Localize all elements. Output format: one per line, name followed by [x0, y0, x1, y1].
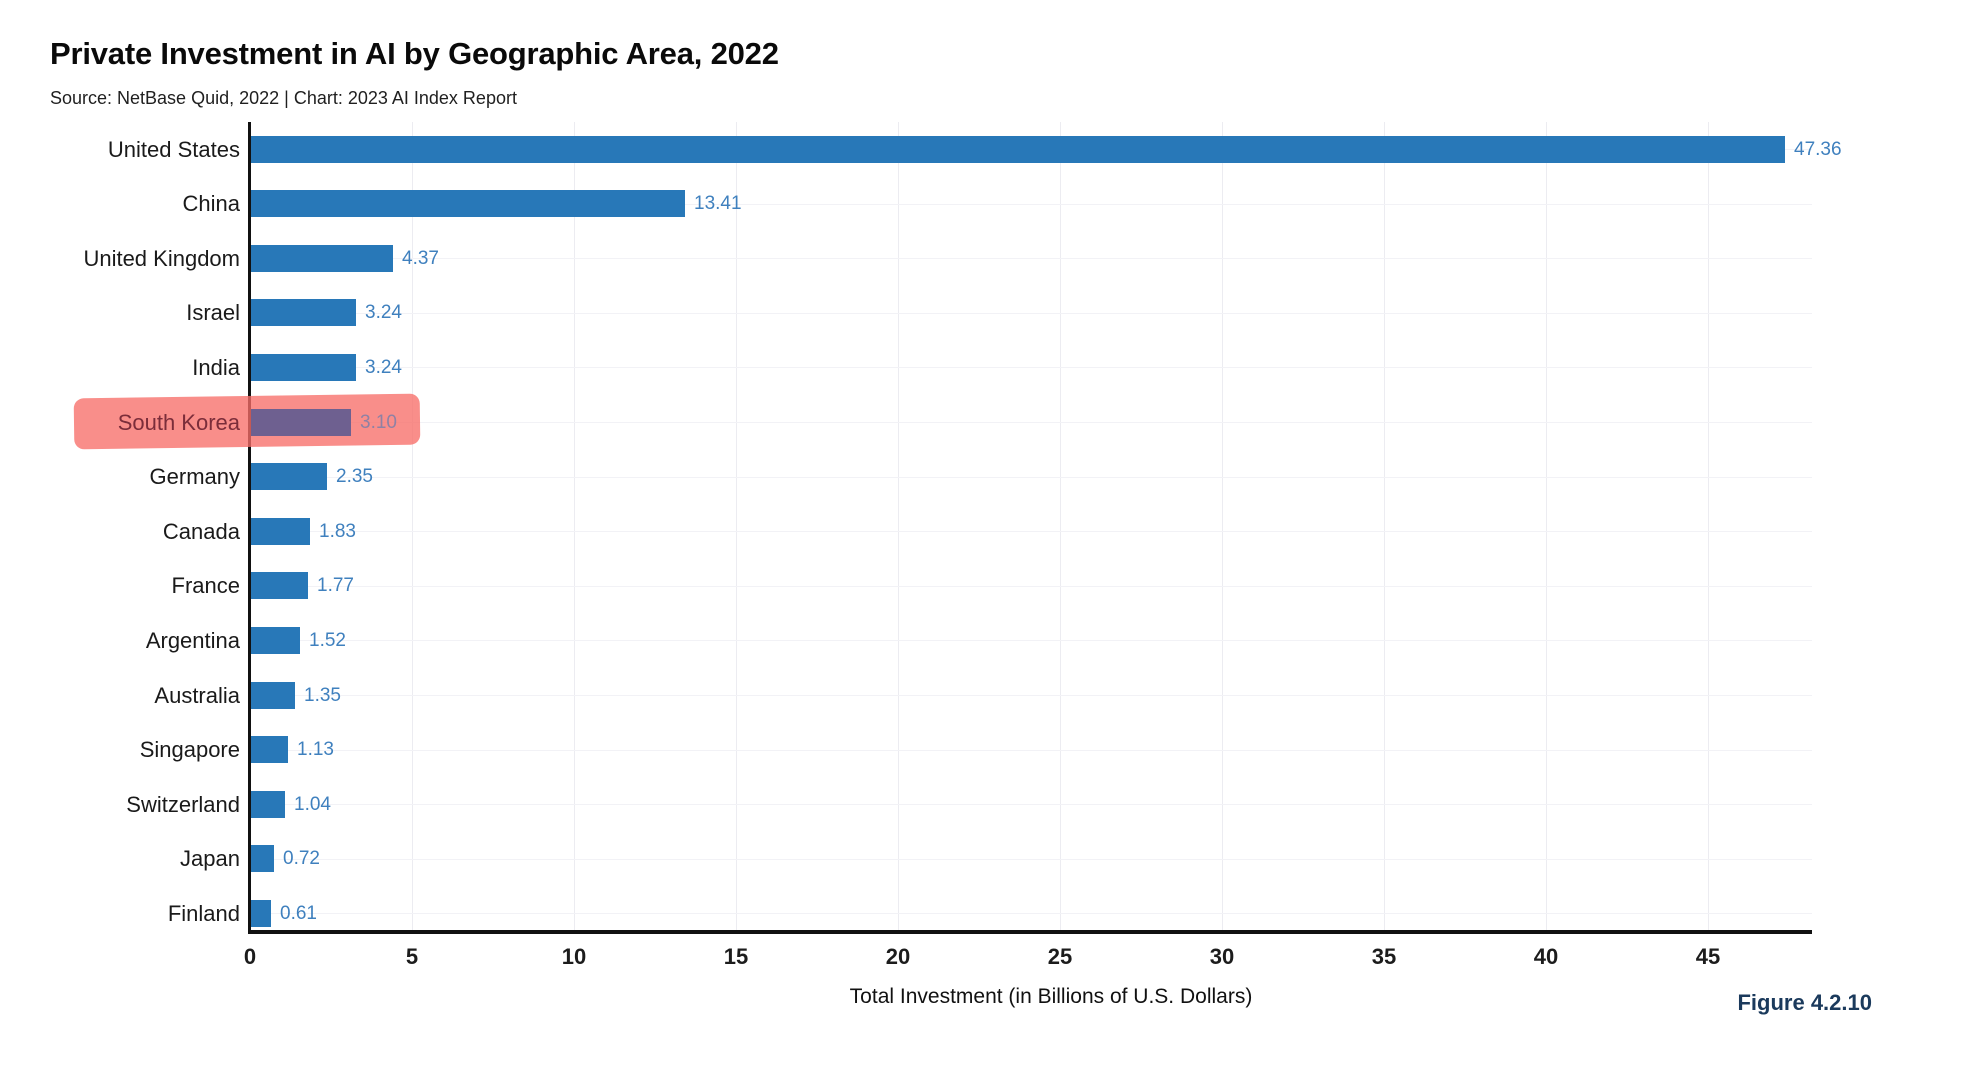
category-label-canada: Canada — [162, 518, 240, 544]
category-label-argentina: Argentina — [145, 627, 240, 653]
category-label-germany: Germany — [149, 464, 240, 490]
category-label-united-kingdom: United Kingdom — [83, 245, 240, 271]
gridline-x-45 — [1708, 122, 1709, 930]
gridline-row-singapore — [251, 750, 1812, 751]
y-axis — [248, 122, 251, 934]
value-label-japan: 0.72 — [283, 848, 320, 870]
category-label-switzerland: Switzerland — [126, 791, 240, 817]
bar-france[interactable] — [251, 572, 308, 600]
value-label-singapore: 1.13 — [297, 739, 334, 761]
bar-argentina[interactable] — [251, 626, 300, 654]
gridline-row-australia — [251, 695, 1812, 696]
bar-finland[interactable] — [251, 899, 271, 927]
bar-china[interactable] — [251, 190, 685, 218]
value-label-argentina: 1.52 — [309, 629, 346, 651]
category-label-united-states: United States — [107, 136, 240, 162]
x-tick-5: 5 — [405, 944, 419, 969]
gridline-row-japan — [251, 859, 1812, 860]
value-label-germany: 2.35 — [336, 466, 373, 488]
chart-subtitle: Source: NetBase Quid, 2022 | Chart: 2023… — [50, 88, 517, 108]
x-tick-15: 15 — [723, 944, 749, 969]
gridline-row-germany — [251, 477, 1812, 478]
gridline-row-argentina — [251, 640, 1812, 641]
gridline-row-india — [251, 367, 1812, 368]
category-label-india: India — [192, 354, 240, 380]
category-label-south-korea: South Korea — [117, 409, 240, 435]
bar-australia[interactable] — [251, 681, 295, 709]
category-label-china: China — [182, 191, 240, 217]
value-label-india: 3.24 — [365, 356, 402, 378]
category-label-australia: Australia — [154, 682, 240, 708]
bar-switzerland[interactable] — [251, 790, 285, 818]
gridline-row-finland — [251, 913, 1812, 914]
value-label-united-kingdom: 4.37 — [402, 247, 439, 269]
gridline-x-5 — [412, 122, 413, 930]
bar-israel[interactable] — [251, 299, 356, 327]
gridline-x-25 — [1060, 122, 1061, 930]
value-label-australia: 1.35 — [304, 684, 341, 706]
gridline-x-40 — [1546, 122, 1547, 930]
value-label-israel: 3.24 — [365, 302, 402, 324]
chart-title: Private Investment in AI by Geographic A… — [50, 36, 779, 71]
value-label-france: 1.77 — [317, 575, 354, 597]
category-label-france: France — [171, 573, 240, 599]
bar-canada[interactable] — [251, 517, 310, 545]
x-axis — [248, 930, 1812, 934]
bar-singapore[interactable] — [251, 736, 288, 764]
gridline-x-30 — [1222, 122, 1223, 930]
gridline-row-switzerland — [251, 804, 1812, 805]
x-tick-20: 20 — [885, 944, 911, 969]
value-label-china: 13.41 — [694, 193, 742, 215]
value-label-finland: 0.61 — [280, 902, 317, 924]
gridline-x-20 — [898, 122, 899, 930]
bar-south-korea[interactable] — [251, 408, 351, 436]
value-label-switzerland: 1.04 — [294, 793, 331, 815]
category-label-singapore: Singapore — [139, 737, 240, 763]
gridline-row-canada — [251, 531, 1812, 532]
x-tick-0: 0 — [243, 944, 257, 969]
x-tick-35: 35 — [1371, 944, 1397, 969]
gridline-row-france — [251, 586, 1812, 587]
bar-united-states[interactable] — [251, 135, 1785, 163]
x-tick-40: 40 — [1533, 944, 1559, 969]
bar-japan[interactable] — [251, 845, 274, 873]
gridline-x-15 — [736, 122, 737, 930]
gridline-row-israel — [251, 313, 1812, 314]
x-tick-30: 30 — [1209, 944, 1235, 969]
bar-india[interactable] — [251, 353, 356, 381]
figure-label: Figure 4.2.10 — [1737, 990, 1872, 1015]
gridline-row-south-korea — [251, 422, 1812, 423]
category-label-israel: Israel — [186, 300, 240, 326]
x-tick-45: 45 — [1695, 944, 1721, 969]
value-label-south-korea: 3.10 — [360, 411, 397, 433]
value-label-united-states: 47.36 — [1794, 138, 1842, 160]
bar-united-kingdom[interactable] — [251, 244, 393, 272]
category-label-japan: Japan — [180, 846, 240, 872]
x-tick-10: 10 — [561, 944, 587, 969]
bar-germany[interactable] — [251, 463, 327, 491]
gridline-x-35 — [1384, 122, 1385, 930]
gridline-row-united-kingdom — [251, 258, 1812, 259]
x-tick-25: 25 — [1047, 944, 1073, 969]
x-axis-title: Total Investment (in Billions of U.S. Do… — [849, 985, 1253, 1008]
category-label-finland: Finland — [167, 900, 240, 926]
gridline-x-10 — [574, 122, 575, 930]
gridline-row-china — [251, 204, 1812, 205]
value-label-canada: 1.83 — [319, 520, 356, 542]
